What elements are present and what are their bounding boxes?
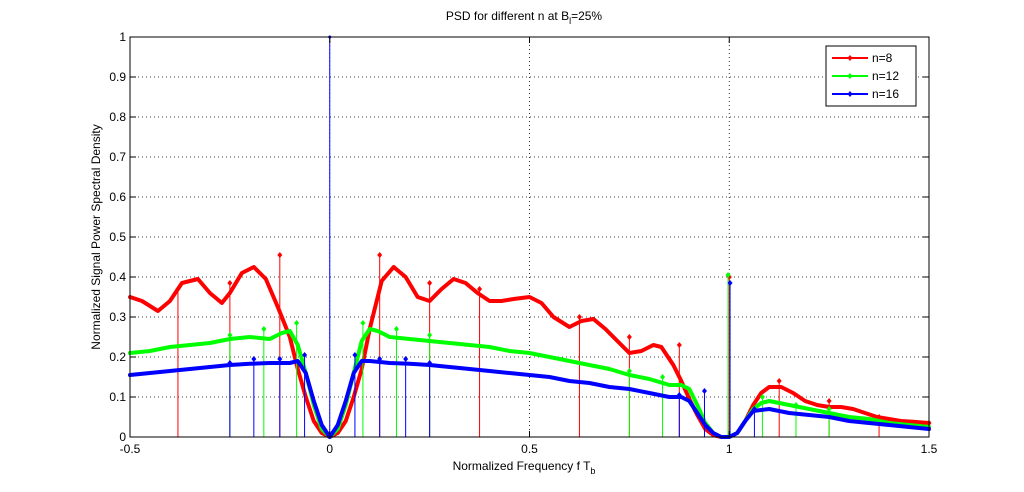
series-line [128, 359, 931, 439]
y-tick-label: 0.7 [109, 150, 126, 164]
stem-marker [261, 326, 267, 332]
y-tick-label: 0.5 [109, 230, 126, 244]
stem-marker [377, 252, 383, 258]
stem-marker [403, 356, 409, 362]
series-layer [128, 35, 932, 439]
stem-marker [701, 388, 707, 394]
y-tick-label: 0 [119, 430, 126, 444]
x-axis-label: Normalized Frequency f Tb [453, 459, 596, 476]
chart-title: PSD for different n at Bl=25% [446, 9, 603, 26]
legend-label: n=8 [872, 51, 893, 65]
stem-marker [227, 332, 233, 338]
series-n=12 [128, 272, 931, 439]
stem-marker [876, 414, 882, 420]
legend: n=8 n=12 n=16 [825, 45, 917, 107]
stem-marker [576, 314, 582, 320]
stem-marker [302, 352, 308, 358]
y-tick-label: 0.6 [109, 190, 126, 204]
x-tick-label: 0 [326, 442, 333, 456]
stem-marker [227, 360, 233, 366]
stem-marker [626, 368, 632, 374]
stem-marker [826, 406, 832, 412]
y-axis-label: Normalized Signal Power Spectral Density [89, 124, 103, 349]
stem-marker [759, 394, 765, 400]
stem-marker [393, 326, 399, 332]
stem-marker [175, 286, 181, 292]
stem-marker [826, 398, 832, 404]
stem-marker [427, 332, 433, 338]
series-line [128, 327, 931, 439]
stem-marker [676, 392, 682, 398]
y-tick-label: 1 [119, 30, 126, 44]
stem-marker [294, 320, 300, 326]
legend-marker [847, 73, 853, 79]
stem-marker [676, 342, 682, 348]
stem-marker [793, 402, 799, 408]
stem-marker [626, 334, 632, 340]
stem-marker [660, 374, 666, 380]
y-tick-label: 0.3 [109, 310, 126, 324]
stem-marker [427, 360, 433, 366]
x-tick-label: 0.5 [521, 442, 538, 456]
stem-marker [360, 320, 366, 326]
stem-marker [377, 356, 383, 362]
stem-marker [277, 356, 283, 362]
legend-label: n=12 [872, 69, 899, 83]
x-tick-label: -0.5 [120, 442, 141, 456]
x-tick-label: 1 [726, 442, 733, 456]
legend-marker [847, 91, 853, 97]
stem-marker [776, 378, 782, 384]
y-tick-label: 0.9 [109, 70, 126, 84]
axis-ticks: 00.10.20.30.40.50.60.70.80.91-0.5 0 0.5 1 1.… [109, 30, 937, 456]
series-n=16 [128, 280, 931, 439]
stem-marker [227, 280, 233, 286]
stem-marker [251, 356, 257, 362]
stem-marker [725, 272, 731, 278]
stem-marker [751, 406, 757, 412]
stem-marker [477, 286, 483, 292]
stem-marker [727, 280, 733, 286]
legend-marker [847, 55, 853, 61]
stem-marker [277, 252, 283, 258]
stem-marker [427, 280, 433, 286]
y-tick-label: 0.2 [109, 350, 126, 364]
legend-label: n=16 [872, 87, 899, 101]
y-tick-label: 0.8 [109, 110, 126, 124]
y-tick-label: 0.4 [109, 270, 126, 284]
y-tick-label: 0.1 [109, 390, 126, 404]
stem-marker [352, 352, 358, 358]
x-tick-label: 1.5 [921, 442, 938, 456]
